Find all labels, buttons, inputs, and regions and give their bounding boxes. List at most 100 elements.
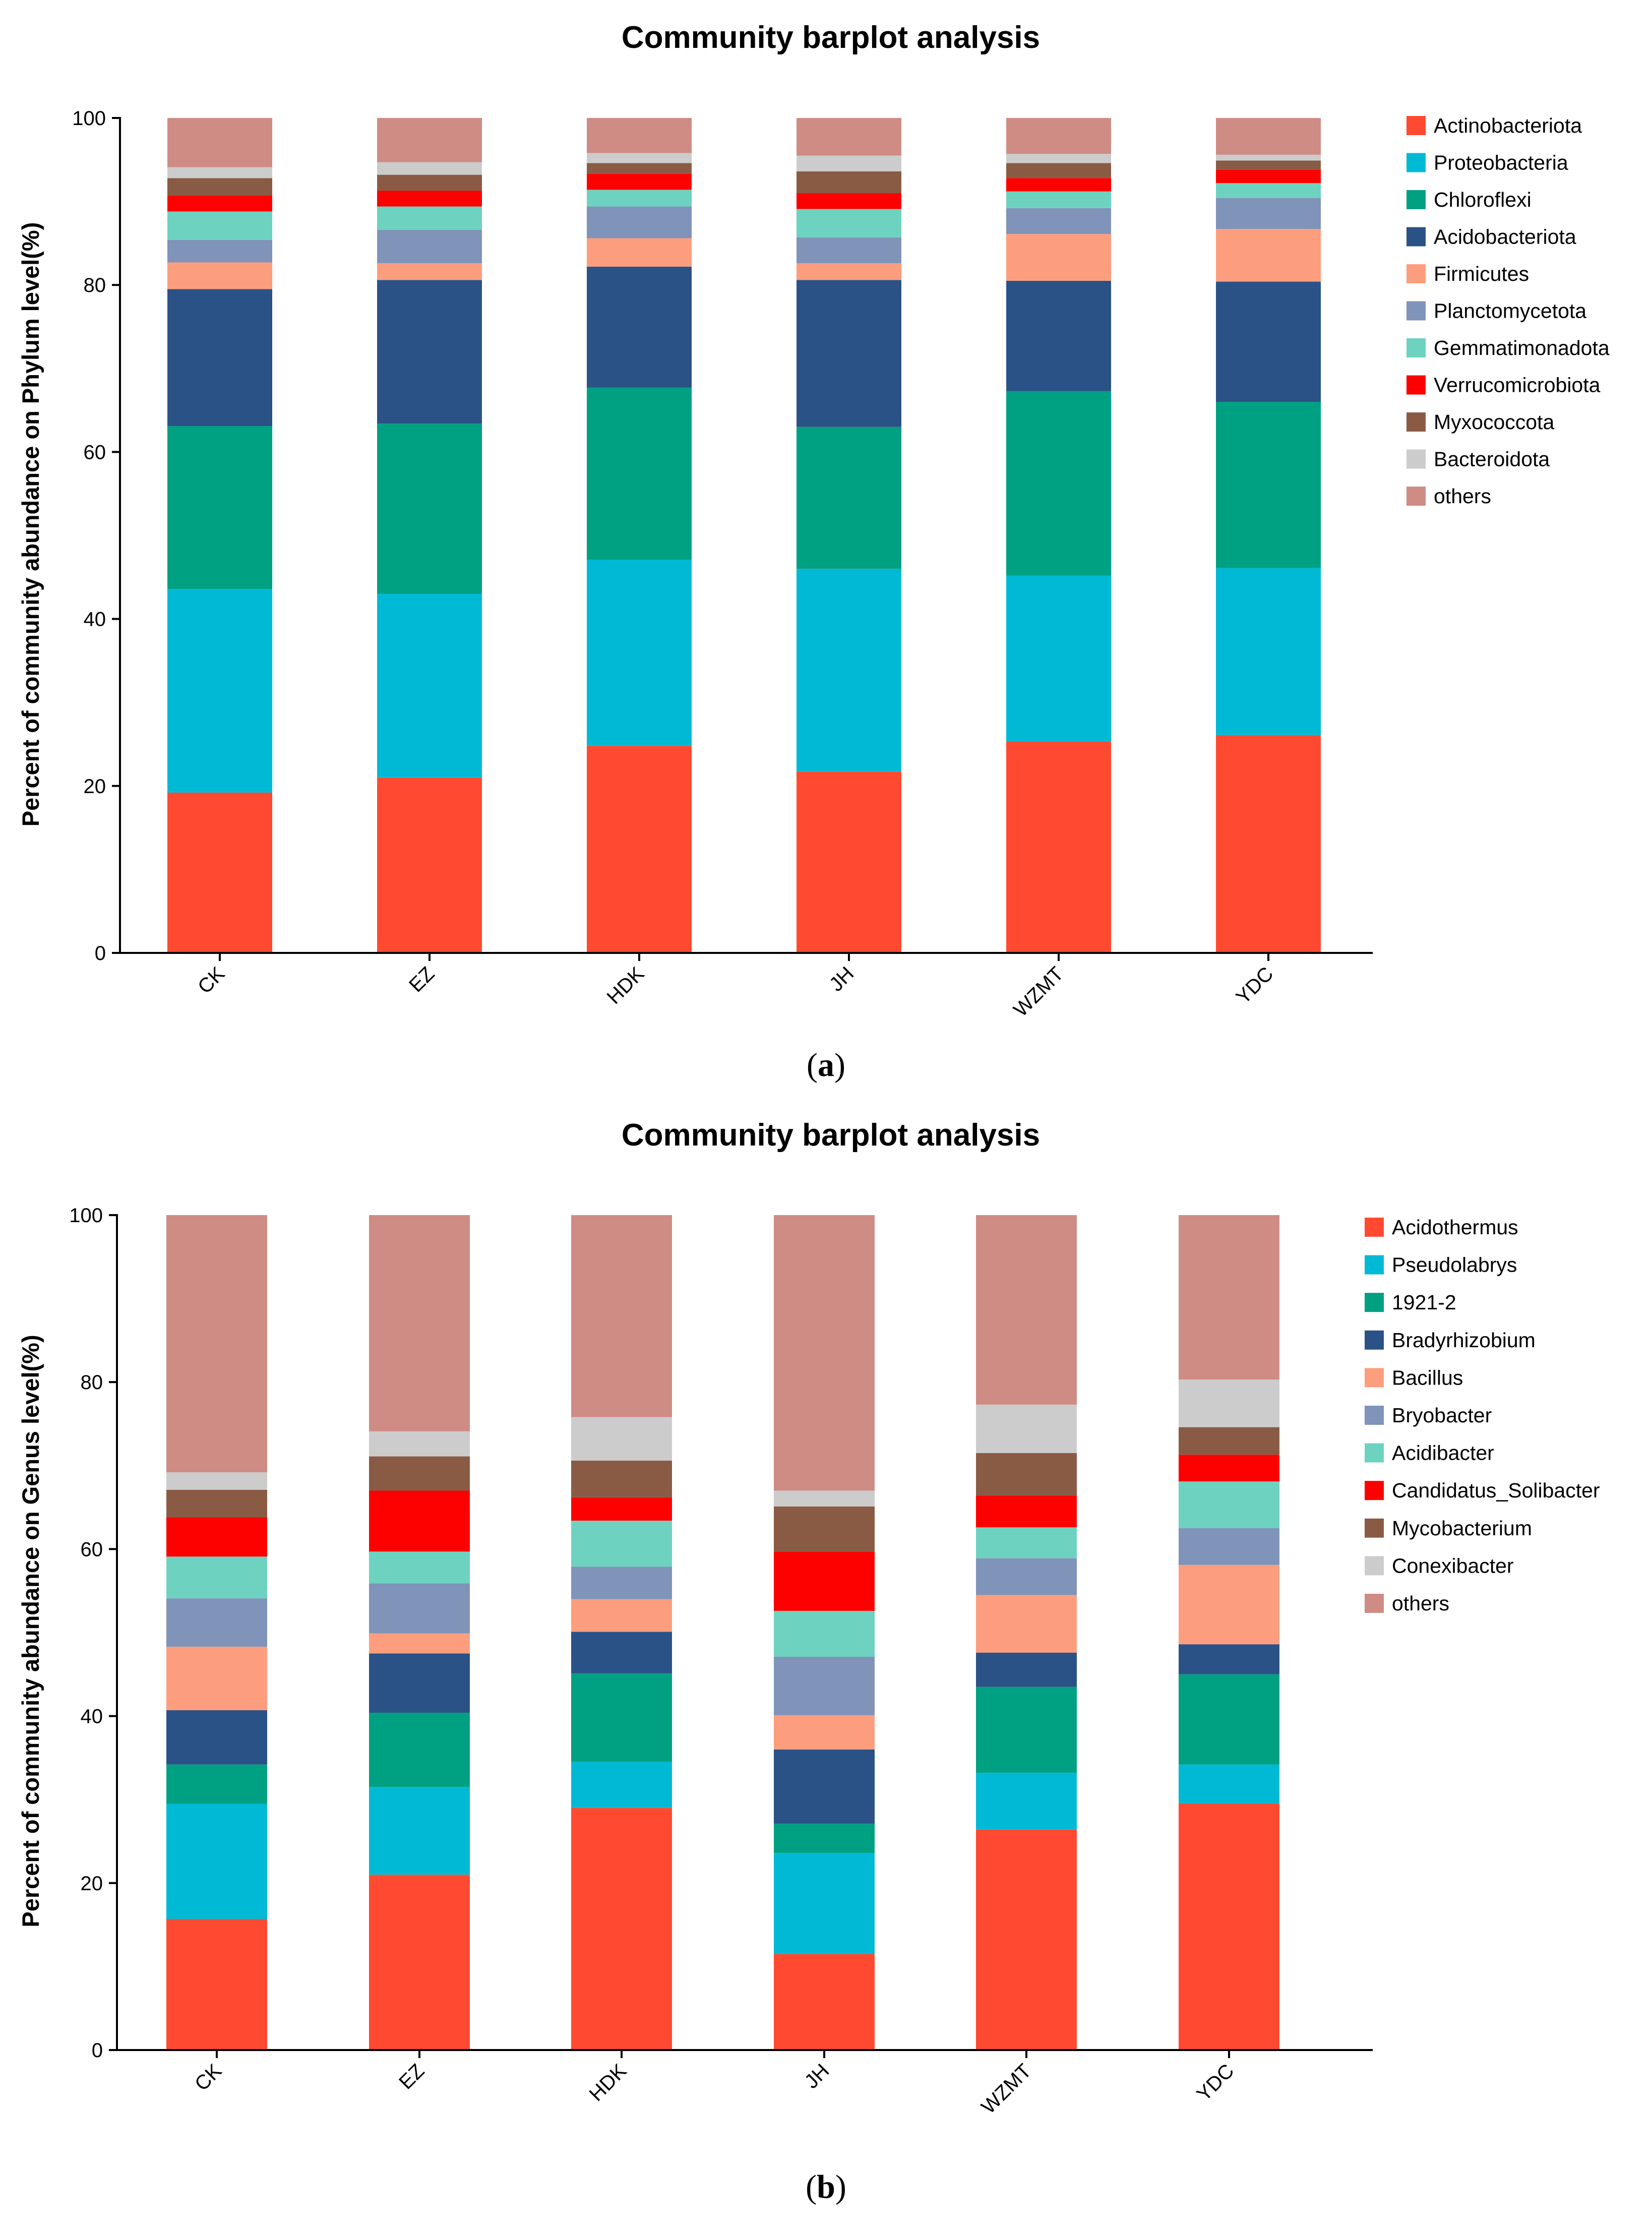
bar-b-ez-others: [369, 1215, 470, 1431]
bar-a-hdk-myxococcota: [587, 163, 692, 174]
bar-a-ck-myxococcota: [167, 178, 272, 196]
bar-b-hdk-acidibacter: [571, 1521, 672, 1567]
legend-a-label-proteobacteria: Proteobacteria: [1434, 151, 1568, 174]
bar-b-ez-bryobacter: [369, 1583, 470, 1634]
bar-b-ydc-bradyrhizobium: [1179, 1644, 1279, 1674]
chart-a-x-tick-label: WZMT: [1009, 962, 1068, 1021]
bar-a-ez-myxococcota: [377, 174, 482, 191]
bar-a-jh-myxococcota: [797, 171, 901, 194]
chart-b-x-tick-label: CK: [191, 2060, 226, 2095]
bar-b-ydc-1921-2: [1179, 1674, 1279, 1765]
legend-b-label-bryobacter: Bryobacter: [1392, 1404, 1492, 1427]
bar-b-wzmt-bryobacter: [976, 1558, 1077, 1595]
legend-a-swatch-acidobacteriota: [1406, 227, 1426, 247]
chart-b-y-axis-label: Percent of community abundance on Genus …: [17, 1335, 44, 1927]
bar-b-jh-bryobacter: [774, 1657, 875, 1715]
bar-a-jh-planctomycetota: [797, 237, 901, 264]
bar-a-ez-gemmatimonadota: [377, 206, 482, 230]
legend-b-label-pseudolabrys: Pseudolabrys: [1392, 1253, 1517, 1277]
bar-b-wzmt-acidibacter: [976, 1527, 1077, 1558]
bar-b-hdk-candidatus-solibacter: [571, 1497, 672, 1521]
bar-a-ydc-myxococcota: [1216, 160, 1321, 170]
chart-b-x-tick-label: HDK: [585, 2060, 631, 2105]
bar-a-ydc-bacteroidota: [1216, 154, 1321, 161]
bar-a-hdk-actinobacteriota: [587, 746, 692, 953]
bar-b-jh-bacillus: [774, 1715, 875, 1750]
bar-a-hdk-planctomycetota: [587, 206, 692, 238]
chart-a-svg: Community barplot analysis Percent of co…: [17, 20, 1610, 1021]
chart-a-y-tick-label: 0: [95, 942, 106, 965]
caption-b: (b): [806, 2169, 846, 2205]
bar-a-ck-others: [167, 118, 272, 167]
bar-a-wzmt-proteobacteria: [1006, 575, 1111, 742]
bar-a-ydc-chloroflexi: [1216, 402, 1321, 568]
bar-a-ez-acidobacteriota: [377, 280, 482, 424]
chart-a-y-tick-label: 80: [84, 274, 106, 296]
bar-a-ydc-planctomycetota: [1216, 198, 1321, 229]
chart-a-x-tick-label: HDK: [603, 962, 649, 1008]
bar-b-ez-1921-2: [369, 1712, 470, 1787]
legend-a-label-chloroflexi: Chloroflexi: [1434, 188, 1532, 211]
bar-b-ck-candidatus-solibacter: [166, 1517, 267, 1557]
legend-a-label-others: others: [1434, 485, 1491, 508]
bar-a-ez-planctomycetota: [377, 229, 482, 264]
bar-a-hdk-firmicutes: [587, 238, 692, 267]
bar-b-jh-others: [774, 1215, 875, 1491]
bar-b-ez-acidothermus: [369, 1875, 470, 2050]
bar-b-wzmt-candidatus-solibacter: [976, 1495, 1077, 1528]
bar-a-ez-actinobacteriota: [377, 777, 482, 953]
legend-b-label-bradyrhizobium: Bradyrhizobium: [1392, 1329, 1536, 1352]
bar-b-jh-1921-2: [774, 1824, 875, 1853]
legend-b-swatch-bryobacter: [1365, 1406, 1384, 1425]
bar-b-ck-mycobacterium: [166, 1489, 267, 1518]
bar-a-wzmt-planctomycetota: [1006, 208, 1111, 234]
bar-a-ez-bacteroidota: [377, 162, 482, 175]
bar-a-ck-bacteroidota: [167, 167, 272, 178]
chart-a-x-tick-label: CK: [194, 962, 229, 998]
bar-b-hdk-others: [571, 1215, 672, 1417]
chart-panel-b: Community barplot analysis Percent of co…: [0, 1109, 1652, 2226]
bar-b-ck-bacillus: [166, 1647, 267, 1711]
bar-b-ydc-acidothermus: [1179, 1803, 1279, 2050]
legend-a-label-gemmatimonadota: Gemmatimonadota: [1434, 336, 1610, 359]
chart-a-y-axis-label: Percent of community abundance on Phylum…: [17, 222, 44, 827]
bar-a-ydc-acidobacteriota: [1216, 281, 1321, 402]
bar-a-hdk-verrucomicrobiota: [587, 173, 692, 190]
bar-a-wzmt-others: [1006, 118, 1111, 154]
bar-b-ydc-acidibacter: [1179, 1481, 1279, 1528]
bar-b-ydc-conexibacter: [1179, 1379, 1279, 1427]
bar-b-ez-acidibacter: [369, 1551, 470, 1584]
bar-a-jh-verrucomicrobiota: [797, 193, 901, 209]
legend-a-label-myxococcota: Myxococcota: [1434, 410, 1554, 434]
bar-b-hdk-bryobacter: [571, 1567, 672, 1599]
chart-a-y-tick-label: 40: [84, 609, 106, 631]
bar-b-wzmt-bacillus: [976, 1595, 1077, 1653]
legend-b-label-conexibacter: Conexibacter: [1392, 1554, 1514, 1577]
bar-b-ck-bradyrhizobium: [166, 1710, 267, 1765]
legend-a-label-actinobacteriota: Actinobacteriota: [1434, 114, 1582, 137]
legend-b-swatch-bacillus: [1365, 1368, 1384, 1388]
bar-a-wzmt-myxococcota: [1006, 163, 1111, 178]
bar-a-wzmt-verrucomicrobiota: [1006, 178, 1111, 192]
chart-b-y-tick-label: 20: [81, 1873, 103, 1895]
chart-a-title: Community barplot analysis: [622, 20, 1040, 55]
bar-b-hdk-mycobacterium: [571, 1460, 672, 1497]
bar-a-ck-actinobacteriota: [167, 793, 272, 953]
chart-b-y-tick-label: 80: [81, 1371, 103, 1394]
legend-b-label-acidothermus: Acidothermus: [1392, 1216, 1518, 1239]
bar-a-ck-planctomycetota: [167, 239, 272, 263]
bar-b-hdk-bacillus: [571, 1599, 672, 1632]
bar-b-ck-acidibacter: [166, 1556, 267, 1599]
bar-b-jh-acidibacter: [774, 1610, 875, 1657]
legend-b-swatch-1921-2: [1365, 1293, 1384, 1312]
bar-b-ck-pseudolabrys: [166, 1803, 267, 1919]
legend-a-label-firmicutes: Firmicutes: [1434, 262, 1529, 285]
bar-b-ck-1921-2: [166, 1764, 267, 1804]
bar-b-ck-others: [166, 1215, 267, 1473]
bar-a-ydc-verrucomicrobiota: [1216, 169, 1321, 184]
bar-b-jh-mycobacterium: [774, 1506, 875, 1552]
bar-b-ydc-mycobacterium: [1179, 1427, 1279, 1455]
bar-a-ck-gemmatimonadota: [167, 211, 272, 240]
chart-b-y-tick-label: 0: [92, 2039, 103, 2062]
bar-a-hdk-others: [587, 118, 692, 153]
